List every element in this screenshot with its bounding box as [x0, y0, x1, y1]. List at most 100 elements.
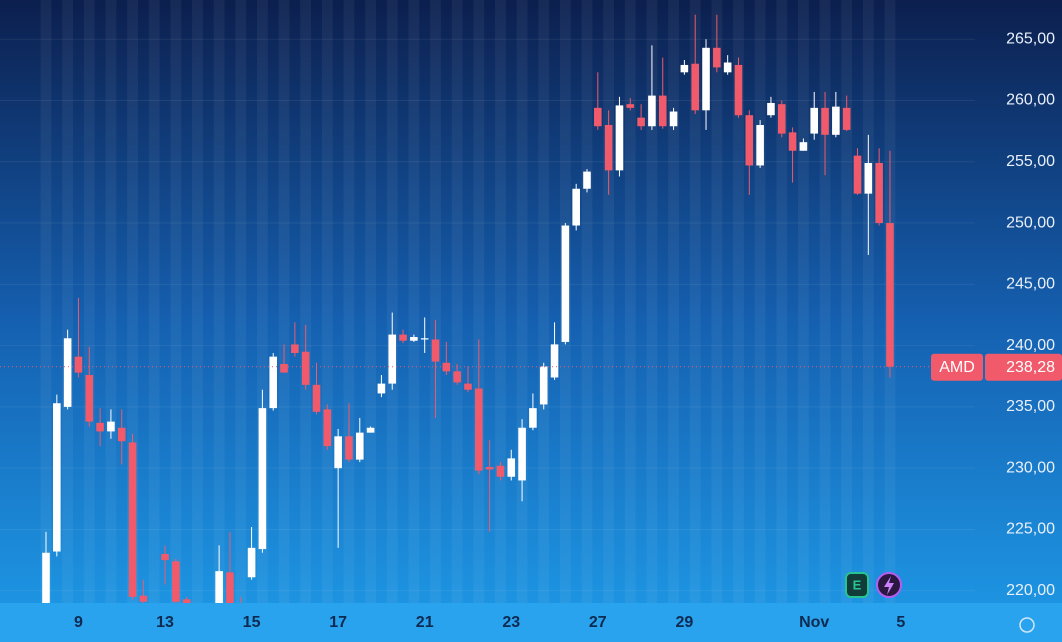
candle-body [658, 95, 667, 127]
candle-body [117, 427, 126, 442]
candle-body [734, 64, 743, 116]
news-icon [876, 572, 902, 598]
candle-body [853, 155, 862, 194]
candle-body [615, 105, 624, 171]
stripe [495, 0, 506, 603]
candle-body [604, 125, 613, 171]
grid [0, 38, 975, 592]
x-tick-label: 15 [243, 614, 261, 631]
y-tick-label: 220,00 [1006, 582, 1055, 599]
stripe [321, 0, 333, 603]
stripe [754, 0, 766, 603]
candle-body [583, 171, 591, 189]
stripe [581, 0, 593, 603]
candle-body [301, 351, 310, 385]
candle-body [810, 107, 819, 134]
candle-body [550, 344, 559, 378]
stripe [538, 0, 550, 603]
stripe [516, 0, 528, 603]
candle-body [507, 458, 516, 477]
candle-body [767, 102, 775, 116]
candle-body [161, 553, 169, 561]
stripe [646, 0, 658, 603]
candle-body [345, 436, 353, 460]
candle-body [442, 362, 451, 372]
stripe [408, 0, 420, 603]
stripe [343, 0, 355, 603]
candle-body [172, 561, 180, 602]
y-tick-label: 235,00 [1006, 398, 1055, 415]
candle-body [832, 106, 840, 135]
candle-body [496, 465, 505, 477]
stripe [733, 0, 744, 603]
candle-body [355, 432, 364, 460]
candle-body [702, 47, 710, 111]
candle-body [323, 409, 332, 447]
candle-body [377, 383, 386, 394]
stripe [256, 0, 268, 603]
candle-body [420, 338, 429, 340]
candle-body [485, 466, 494, 470]
stripe [170, 0, 182, 603]
stripe [62, 0, 74, 603]
stripe [40, 0, 52, 603]
stripe [365, 0, 377, 603]
stripe [841, 0, 853, 603]
earnings-icon: E [845, 572, 869, 598]
x-tick-label: Nov [799, 614, 829, 631]
candle-body [518, 427, 526, 481]
candle-body [723, 62, 732, 73]
stripe [127, 0, 138, 603]
candle-body [539, 366, 548, 405]
stripe [105, 0, 117, 603]
x-tick-label: 13 [156, 614, 174, 631]
stripe [278, 0, 290, 603]
candle-body [713, 47, 721, 68]
settings-icon[interactable] [1019, 617, 1035, 633]
candle-body [53, 403, 61, 552]
earnings-marker: E [853, 577, 862, 592]
candle-body [334, 436, 342, 469]
candle-body [139, 595, 148, 602]
y-tick-label: 260,00 [1006, 92, 1055, 109]
candle-body [886, 223, 894, 367]
candle-body [74, 356, 83, 373]
stripe [430, 0, 441, 603]
stripe [192, 0, 203, 603]
y-tick-label: 230,00 [1006, 459, 1055, 476]
candle-body [875, 163, 883, 224]
stripe [473, 0, 485, 603]
stripe [451, 0, 463, 603]
candle-body [182, 599, 191, 603]
candle-body [312, 384, 321, 412]
stripe [624, 0, 636, 603]
price-label: 238,28 [1006, 359, 1055, 376]
y-tick-label: 250,00 [1006, 214, 1055, 231]
x-tick-label: 9 [74, 614, 83, 631]
stripe [300, 0, 312, 603]
stripe [862, 0, 874, 603]
stripe [689, 0, 701, 603]
y-tick-label: 225,00 [1006, 521, 1055, 538]
stripe [797, 0, 809, 603]
y-tick-label: 265,00 [1006, 30, 1055, 47]
stripe [148, 0, 160, 603]
candles [0, 14, 975, 603]
candle-body [399, 334, 407, 341]
stripe [776, 0, 788, 603]
candle-body [247, 547, 256, 578]
candle-body [842, 107, 851, 130]
stripe [668, 0, 679, 603]
candle-body [821, 107, 829, 135]
symbol-box [931, 353, 983, 381]
y-tick-label: 255,00 [1006, 153, 1055, 170]
stripe [711, 0, 723, 603]
candle-body [366, 427, 375, 433]
stripe [83, 0, 95, 603]
candle-body [280, 364, 288, 373]
candle-body [291, 344, 299, 353]
x-tick-label: 23 [502, 614, 520, 631]
